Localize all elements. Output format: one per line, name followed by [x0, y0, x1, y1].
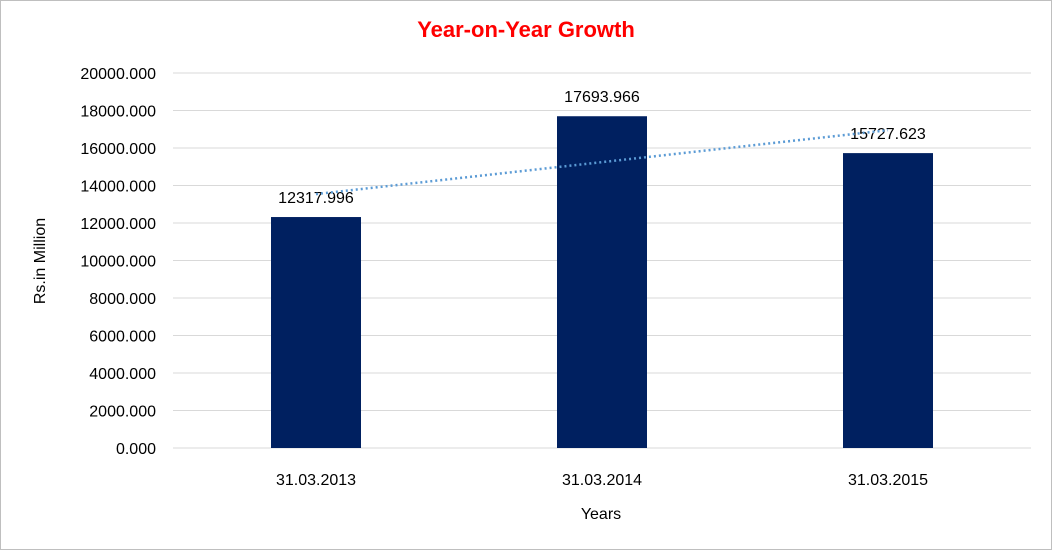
x-tick-label: 31.03.2013: [276, 472, 356, 489]
y-tick-label: 2000.000: [89, 404, 156, 421]
chart-title: Year-on-Year Growth: [417, 17, 635, 42]
y-tick-label: 18000.000: [80, 104, 156, 121]
y-tick-label: 12000.000: [80, 216, 156, 233]
x-tick-label: 31.03.2015: [848, 472, 928, 489]
trendline: [315, 128, 889, 196]
y-tick-label: 8000.000: [89, 291, 156, 308]
x-axis-label: Years: [580, 506, 622, 523]
x-tick-label: 31.03.2014: [562, 472, 642, 489]
y-tick-label: 20000.000: [80, 66, 156, 83]
y-tick-label: 14000.000: [80, 179, 156, 196]
y-tick-label: 6000.000: [89, 329, 156, 346]
bar: [271, 217, 361, 448]
data-label: 17693.966: [564, 89, 640, 106]
data-label: 15727.623: [850, 126, 926, 143]
y-tick-label: 4000.000: [89, 366, 156, 383]
data-label: 12317.996: [278, 190, 354, 207]
bar: [557, 116, 647, 449]
y-tick-label: 16000.000: [80, 141, 156, 158]
y-tick-label: 0.000: [116, 441, 156, 458]
bar: [843, 153, 933, 449]
y-tick-label: 10000.000: [80, 254, 156, 271]
